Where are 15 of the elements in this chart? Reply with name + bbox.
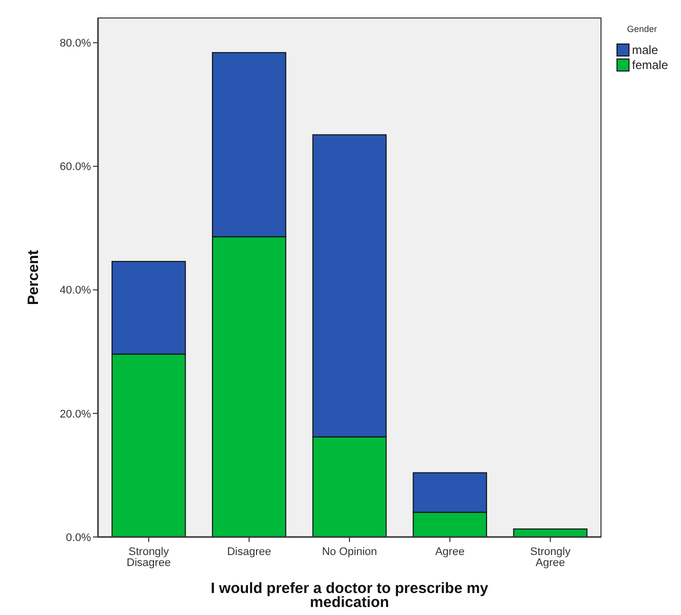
legend-label: female xyxy=(632,58,668,72)
x-axis-title: I would prefer a doctor to prescribe my medication xyxy=(210,580,489,611)
x-tick-label: Disagree xyxy=(227,546,272,558)
y-axis-title: Percent xyxy=(25,250,42,306)
y-tick-label: 40.0% xyxy=(60,284,92,297)
x-tick-label: No Opinion xyxy=(322,546,378,558)
x-tick-label: Strongly Disagree xyxy=(126,546,171,569)
legend-title: Gender xyxy=(627,24,658,34)
x-tick-label: Strongly Agree xyxy=(530,546,571,569)
x-tick-label: Agree xyxy=(435,546,465,558)
y-tick-label: 0.0% xyxy=(66,532,92,544)
y-tick-label: 60.0% xyxy=(60,161,92,174)
legend-label: male xyxy=(632,43,658,58)
y-tick-label: 20.0% xyxy=(60,408,92,420)
y-tick-label: 80.0% xyxy=(60,38,92,50)
